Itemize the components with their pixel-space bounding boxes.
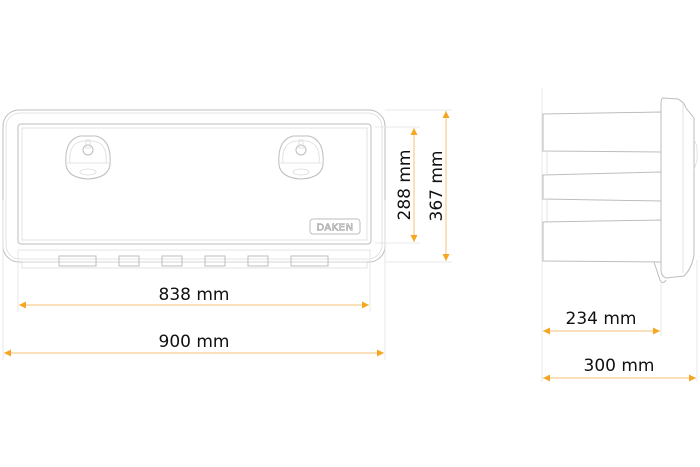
box-outer-outline bbox=[2, 109, 386, 263]
hinge bbox=[290, 255, 329, 267]
front-view: DAKEN bbox=[2, 109, 386, 269]
hinge bbox=[204, 255, 226, 267]
brand-plate bbox=[309, 218, 361, 235]
hinge bbox=[58, 255, 97, 267]
brand-logo: DAKEN bbox=[316, 223, 353, 234]
door-panel bbox=[17, 123, 372, 245]
hinge bbox=[247, 255, 269, 267]
dimension-label-inner-height: 288 mm bbox=[395, 150, 415, 221]
side-view bbox=[542, 97, 698, 283]
side-lid bbox=[660, 97, 695, 279]
hinge bbox=[118, 255, 140, 267]
lock-right bbox=[278, 135, 324, 180]
dimension-label-inner-width: 838 mm bbox=[159, 285, 230, 305]
dimension-label-outer-height: 367 mm bbox=[427, 151, 447, 222]
hinges bbox=[58, 255, 329, 267]
dimension-label-total-depth: 300 mm bbox=[584, 356, 655, 376]
hinge bbox=[161, 255, 183, 267]
dimension-label-body-depth: 234 mm bbox=[566, 309, 637, 329]
lock-left bbox=[65, 135, 111, 180]
dimension-label-outer-width: 900 mm bbox=[159, 332, 230, 352]
